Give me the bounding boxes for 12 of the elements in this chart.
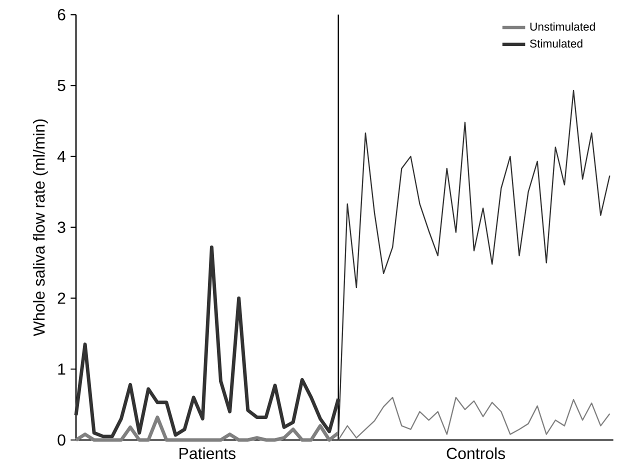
y-tick-label: 2 [58,292,66,304]
y-axis-title: Whole saliva flow rate (ml/min) [33,119,48,336]
legend-label: Stimulated [530,39,582,48]
y-tick-label: 0 [58,434,66,446]
y-tick-label: 5 [58,80,66,92]
y-tick-label: 4 [57,150,66,162]
y-tick-label: 1 [58,364,66,375]
y-tick-label: 6 [58,9,66,20]
text: Controls [446,447,506,460]
y-tick-label: 3 [58,222,66,233]
text: Patients [180,447,236,460]
legend-label: Unstimulated [530,22,595,31]
